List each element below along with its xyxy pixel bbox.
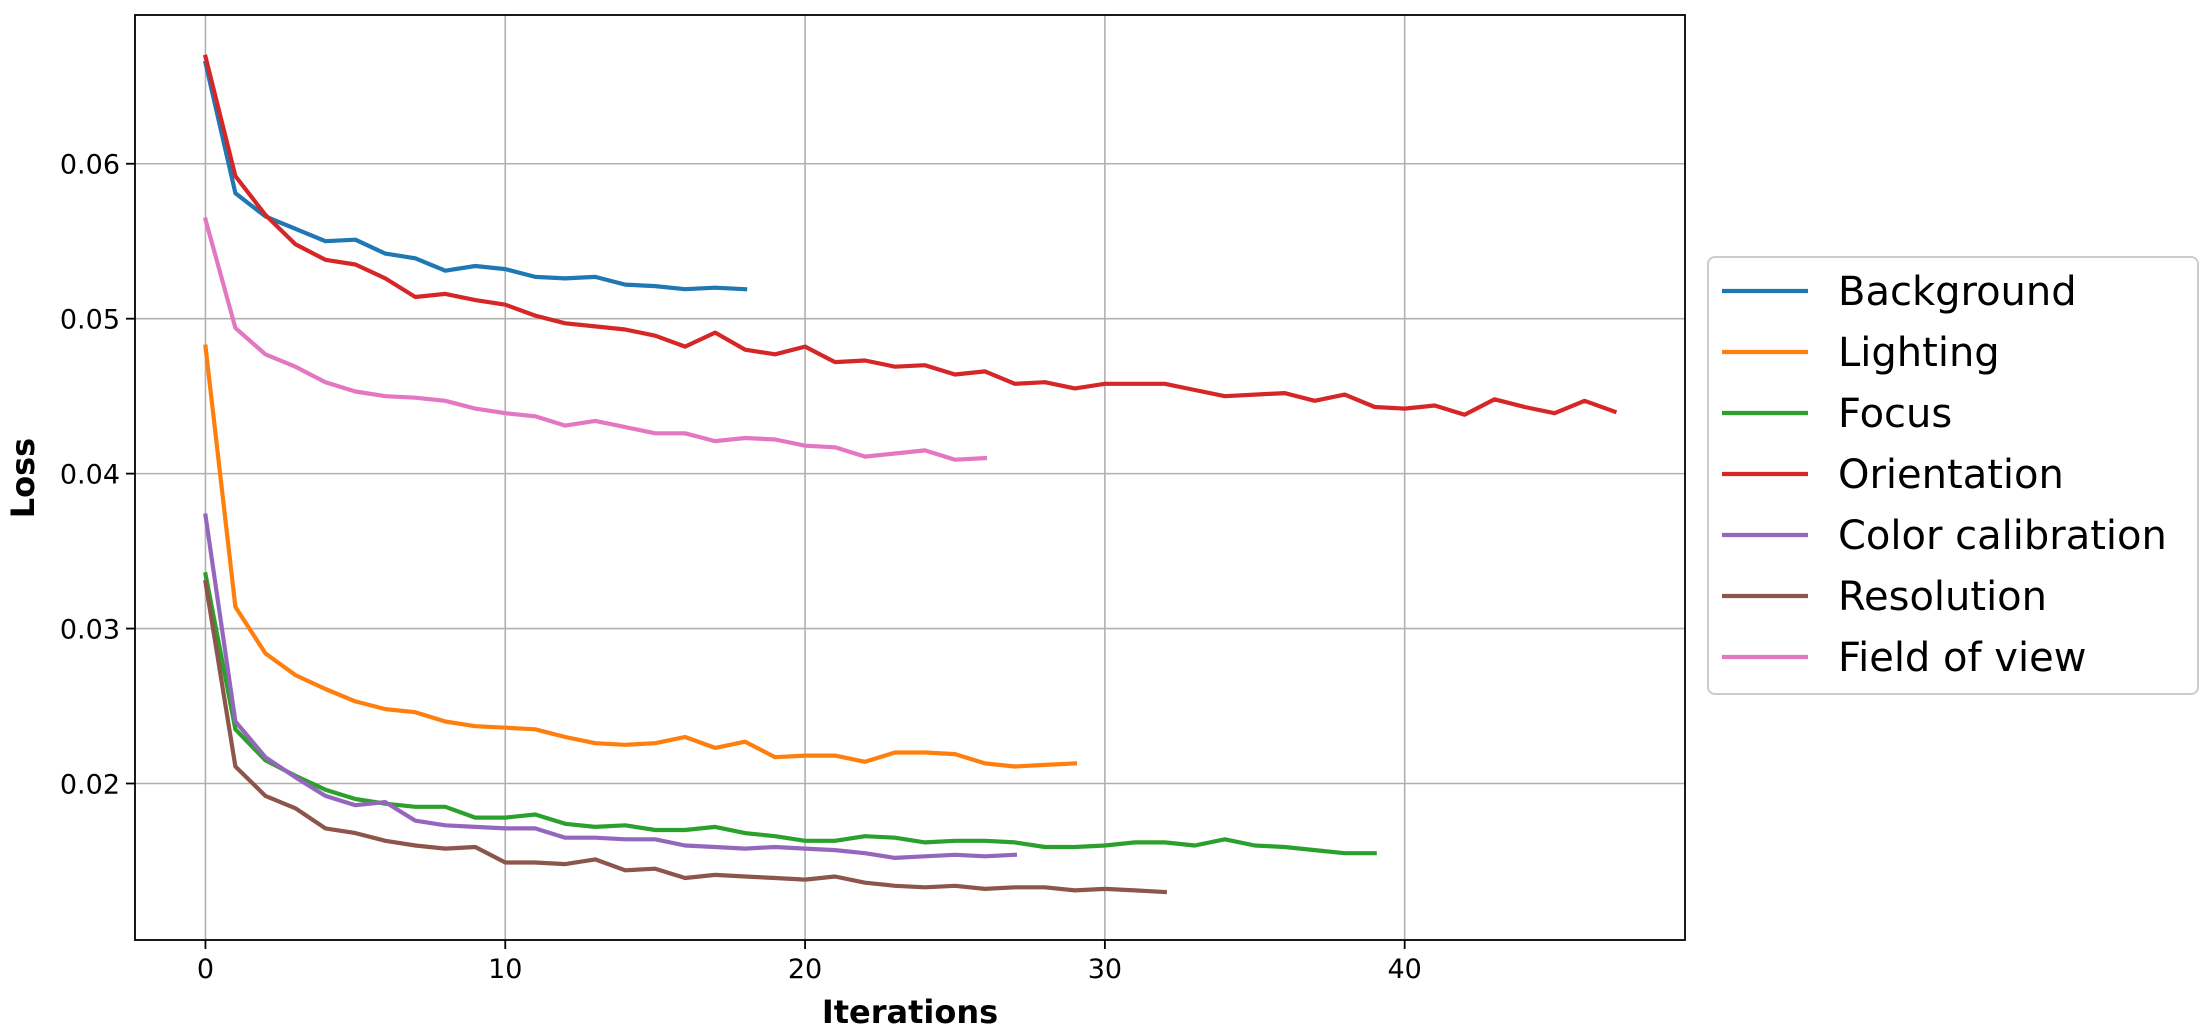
legend: Background Lighting Focus Orientation Color … <box>1707 256 2199 695</box>
legend-label-focus: Focus <box>1838 391 1952 437</box>
series-line-lighting <box>203 344 1078 769</box>
plot-area-frame <box>134 14 1686 941</box>
y-tick-label: 0.02 <box>60 770 120 801</box>
series-line-resolution <box>203 579 1168 895</box>
y-tick-label: 0.06 <box>60 150 120 181</box>
legend-frame <box>1707 256 2199 695</box>
x-tick-label: 0 <box>197 954 214 985</box>
legend-label-lighting: Lighting <box>1838 330 2000 376</box>
axis-ticks: 0 10 20 30 40 0.02 0.03 0.04 0.05 0.06 <box>60 150 1422 985</box>
x-tick-label: 40 <box>1388 954 1422 985</box>
y-tick-label: 0.03 <box>60 615 120 646</box>
legend-label-background: Background <box>1838 269 2077 315</box>
series-line-field-of-view <box>202 216 988 462</box>
y-tick-label: 0.05 <box>60 305 120 336</box>
legend-label-resolution: Resolution <box>1838 574 2047 620</box>
legend-label-field-of-view: Field of view <box>1838 635 2086 681</box>
x-tick-label: 20 <box>788 954 822 985</box>
series-line-focus <box>203 571 1377 856</box>
series-lines <box>202 54 1618 895</box>
series-line-color-calibration <box>203 513 1018 861</box>
legend-label-orientation: Orientation <box>1838 452 2064 498</box>
y-tick-label: 0.04 <box>60 460 120 491</box>
x-axis-label: Iterations <box>822 993 998 1031</box>
grid <box>135 15 1685 940</box>
series-line-background <box>202 60 748 292</box>
legend-label-color-calibration: Color calibration <box>1838 513 2167 559</box>
y-axis-label: Loss <box>4 438 42 518</box>
x-tick-label: 30 <box>1088 954 1122 985</box>
x-tick-label: 10 <box>488 954 522 985</box>
series-line-orientation <box>202 54 1618 417</box>
